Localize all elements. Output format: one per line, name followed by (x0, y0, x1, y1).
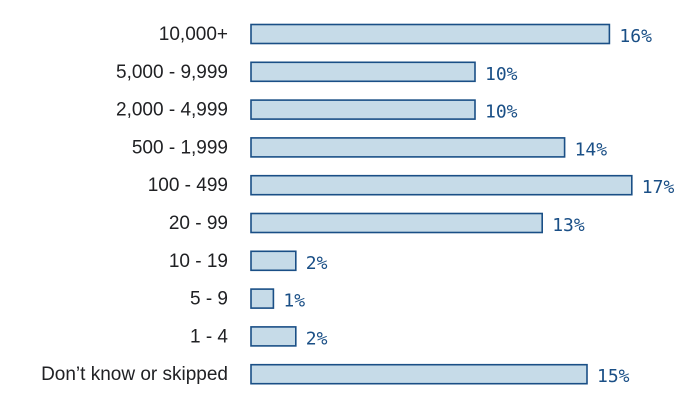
category-label: 5 - 9 (190, 289, 228, 310)
bar (250, 137, 566, 158)
bar (250, 363, 588, 385)
category-label: 100 - 499 (148, 175, 228, 196)
bar (250, 174, 633, 196)
value-label: 15% (597, 366, 630, 387)
category-label: 5,000 - 9,999 (116, 62, 228, 83)
value-label: 2% (306, 253, 328, 274)
category-label: 10 - 19 (169, 251, 228, 272)
bar (250, 212, 544, 234)
bar (250, 250, 297, 272)
bar (250, 288, 275, 309)
value-label: 2% (306, 328, 328, 349)
bar (250, 61, 476, 83)
bar (250, 99, 476, 120)
category-label: 500 - 1,999 (132, 137, 228, 158)
value-label: 13% (552, 215, 585, 236)
bars-layer: 10,000+ 16% 5,000 - 9,999 10% 2,000 - 4,999 1… (41, 23, 675, 387)
value-label: 14% (575, 139, 608, 160)
value-label: 17% (642, 177, 675, 198)
bar (250, 326, 297, 347)
bar (250, 23, 611, 45)
category-label: 10,000+ (159, 24, 228, 45)
value-label: 10% (485, 102, 518, 123)
value-label: 16% (619, 26, 652, 47)
category-label: 20 - 99 (169, 213, 228, 234)
category-label: Don’t know or skipped (41, 364, 228, 385)
category-label: 1 - 4 (190, 326, 228, 347)
value-label: 1% (283, 291, 305, 312)
category-label: 2,000 - 4,999 (116, 100, 228, 121)
value-label: 10% (485, 64, 518, 85)
